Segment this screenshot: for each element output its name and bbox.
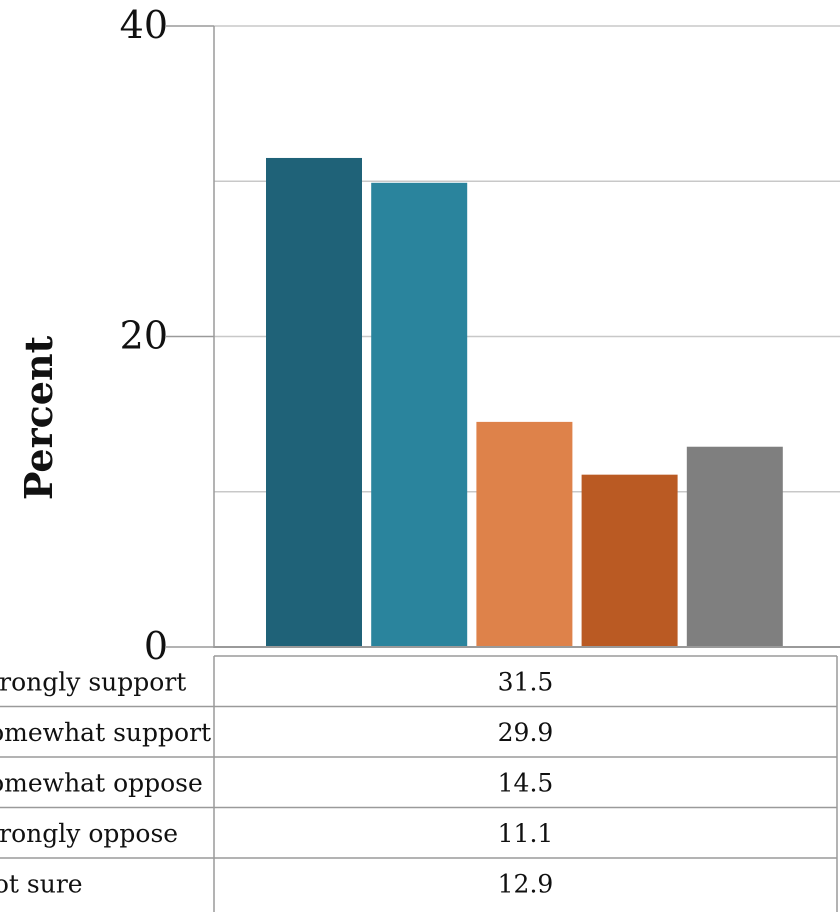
y-axis-title: Percent — [16, 335, 61, 500]
y-tick-label: 20 — [120, 314, 168, 358]
bar — [476, 422, 572, 647]
bar — [582, 475, 678, 647]
table-value: 12.9 — [498, 869, 554, 898]
bar-layer — [266, 158, 783, 647]
table-value: 11.1 — [498, 819, 554, 848]
table-category-label: Somewhat oppose — [0, 768, 203, 797]
table-category-label: Strongly oppose — [0, 819, 178, 848]
table-value: 31.5 — [498, 667, 554, 696]
table-category-label: Somewhat support — [0, 718, 211, 747]
bar — [266, 158, 362, 647]
bar — [371, 183, 467, 647]
table-category-label: Strongly support — [0, 667, 186, 696]
data-table: Strongly support 31.5 Somewhat support 29.9… — [0, 656, 837, 912]
table-category-label: Not sure — [0, 869, 83, 898]
y-tick-label: 0 — [144, 624, 168, 668]
table-value: 29.9 — [498, 718, 554, 747]
y-tick-label: 40 — [120, 3, 168, 47]
table-value: 14.5 — [498, 768, 554, 797]
bar — [687, 447, 783, 647]
